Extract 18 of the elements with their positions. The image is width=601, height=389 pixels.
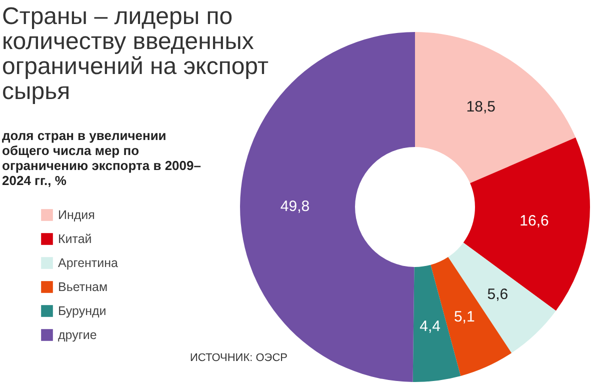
donut-slice [415,32,576,184]
text: доля стран в увеличении общего числа мер по ограничению экспорта в 2009–2024 гг., % [2,128,202,188]
chart-title: Страны – лидеры по количеству введенных ограничений на экспорт сырья [2,3,270,105]
donut-slice [463,138,590,311]
donut-slice [448,242,556,353]
legend-label: Индия [58,208,95,222]
data-label: 49,8 [280,198,310,216]
data-label: 5,1 [454,308,475,326]
legend-label: Вьетнам [58,280,108,294]
legend-label: Аргентина [58,256,118,270]
data-label: 16,6 [520,212,549,230]
text: ИСТОЧНИК: ОЭСР [190,352,288,364]
data-label: 4,4 [420,318,440,336]
legend-label: Китай [58,232,92,246]
data-label: 18,5 [466,98,496,116]
legend-label: другие [58,328,97,342]
data-label: 5,6 [487,286,508,303]
legend-label: Бурунди [58,304,106,318]
